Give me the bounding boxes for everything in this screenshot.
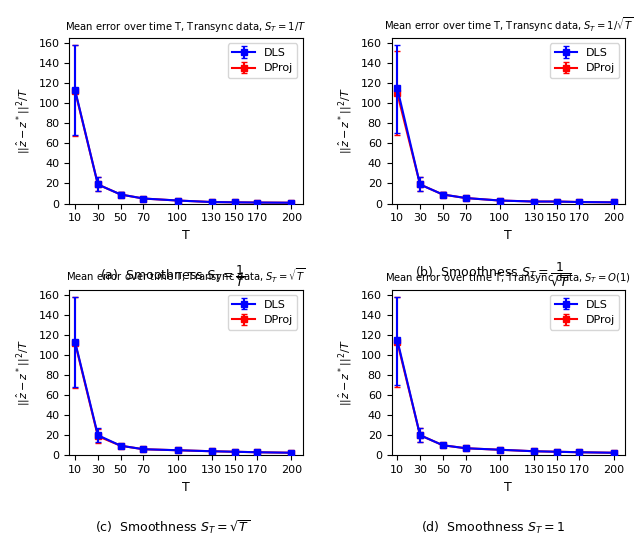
X-axis label: T: T — [182, 480, 190, 493]
X-axis label: T: T — [182, 229, 190, 242]
Title: Mean error over time T, Transync data, $S_T = \sqrt{T}$: Mean error over time T, Transync data, $… — [67, 267, 306, 285]
Legend: DLS, DProj: DLS, DProj — [550, 295, 620, 329]
Text: (b)  Smoothness $S_T = \dfrac{1}{\sqrt{T}}$: (b) Smoothness $S_T = \dfrac{1}{\sqrt{T}… — [415, 261, 571, 289]
Y-axis label: $||\hat{z} - z^*||^2/T$: $||\hat{z} - z^*||^2/T$ — [15, 88, 33, 154]
X-axis label: T: T — [504, 229, 512, 242]
Text: (d)  Smoothness $S_T = 1$: (d) Smoothness $S_T = 1$ — [420, 519, 565, 536]
Title: Mean error over time T, Transync data, $S_T = 1/T$: Mean error over time T, Transync data, $… — [65, 19, 307, 34]
X-axis label: T: T — [504, 480, 512, 493]
Legend: DLS, DProj: DLS, DProj — [550, 43, 620, 78]
Text: (a)  Smoothness $S_T = \dfrac{1}{T}$: (a) Smoothness $S_T = \dfrac{1}{T}$ — [100, 263, 246, 289]
Legend: DLS, DProj: DLS, DProj — [228, 295, 298, 329]
Text: (c)  Smoothness $S_T = \sqrt{T}$: (c) Smoothness $S_T = \sqrt{T}$ — [95, 518, 250, 536]
Y-axis label: $||\hat{z} - z^*||^2/T$: $||\hat{z} - z^*||^2/T$ — [337, 88, 355, 154]
Title: Mean error over time T, Transync data, $S_T = 1/\sqrt{T}$: Mean error over time T, Transync data, $… — [383, 15, 633, 34]
Legend: DLS, DProj: DLS, DProj — [228, 43, 298, 78]
Y-axis label: $||\hat{z} - z^*||^2/T$: $||\hat{z} - z^*||^2/T$ — [337, 339, 355, 406]
Title: Mean error over time T, Transync data, $S_T = O(1)$: Mean error over time T, Transync data, $… — [385, 272, 631, 285]
Y-axis label: $||\hat{z} - z^*||^2/T$: $||\hat{z} - z^*||^2/T$ — [15, 339, 33, 406]
